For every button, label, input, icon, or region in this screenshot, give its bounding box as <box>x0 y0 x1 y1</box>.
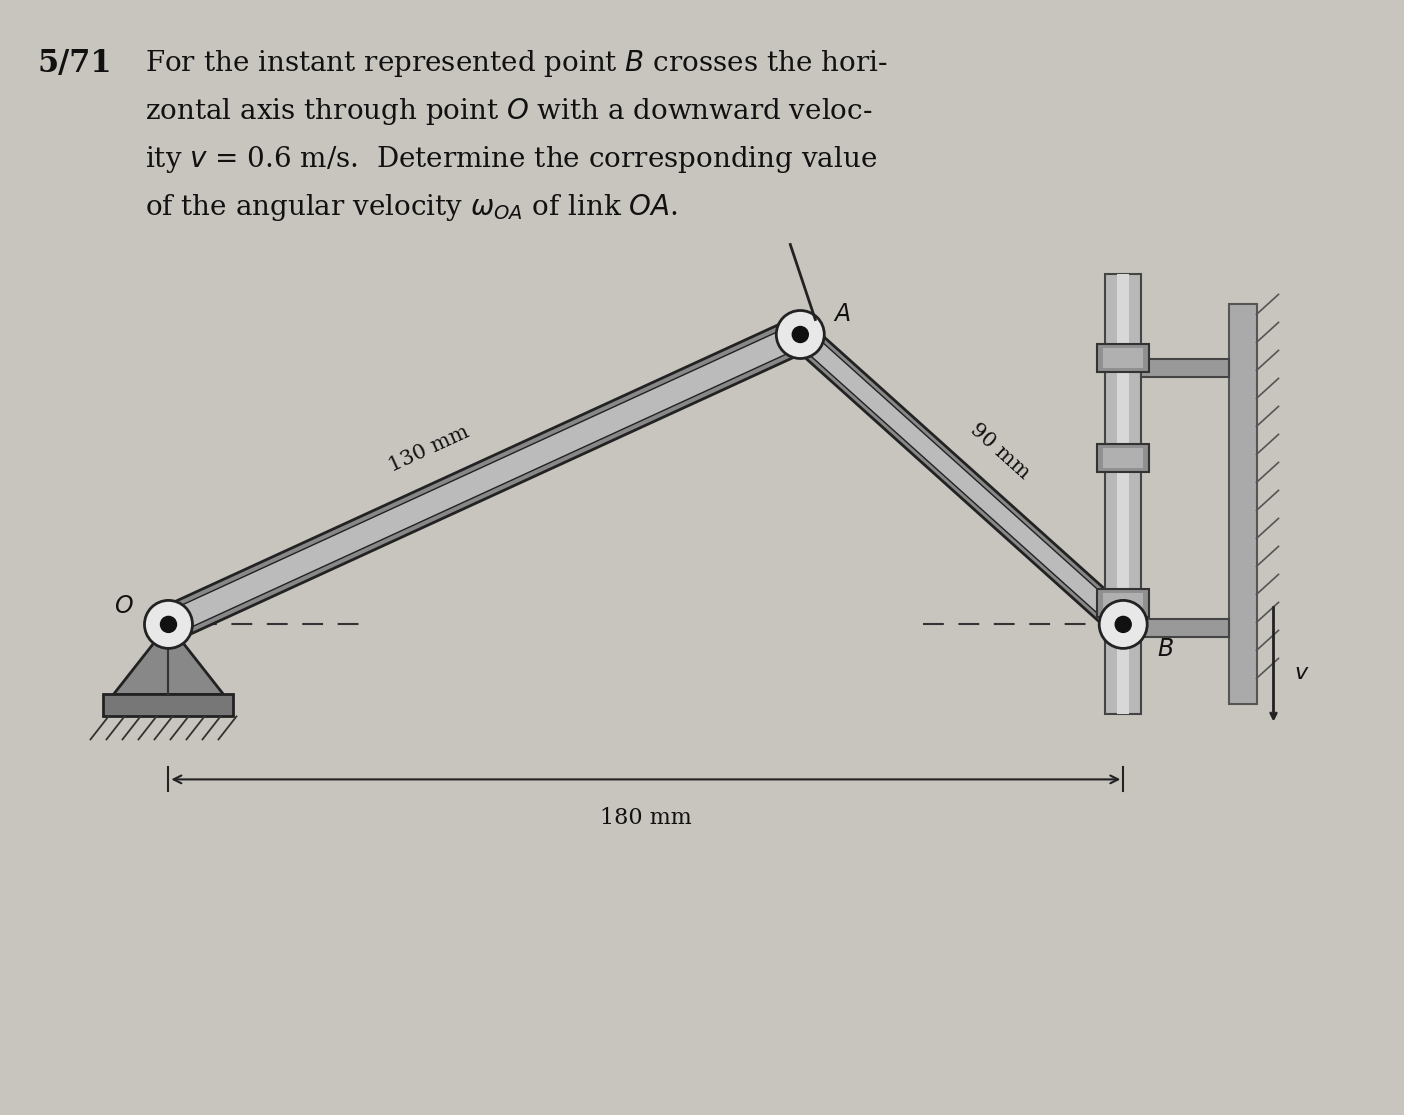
Text: 90 mm: 90 mm <box>966 420 1033 483</box>
Circle shape <box>160 617 177 632</box>
Text: $A$: $A$ <box>834 303 851 326</box>
Circle shape <box>776 310 824 359</box>
Polygon shape <box>161 318 807 641</box>
Circle shape <box>1099 600 1147 649</box>
Polygon shape <box>795 328 1129 631</box>
Bar <box>1104 348 1143 368</box>
Circle shape <box>1115 617 1132 632</box>
Text: $B$: $B$ <box>1157 638 1174 661</box>
Bar <box>1097 590 1150 618</box>
Circle shape <box>792 327 809 342</box>
Circle shape <box>145 600 192 649</box>
Bar <box>1104 593 1143 613</box>
Text: $v$: $v$ <box>1293 662 1309 685</box>
Polygon shape <box>790 324 1133 634</box>
Text: $O$: $O$ <box>114 595 133 618</box>
Polygon shape <box>114 624 223 695</box>
Text: zontal axis through point $O$ with a downward veloc-: zontal axis through point $O$ with a dow… <box>145 96 872 127</box>
Polygon shape <box>163 323 806 636</box>
Text: 180 mm: 180 mm <box>600 807 692 830</box>
Bar <box>1104 448 1143 468</box>
Text: ity $v$ = 0.6 m/s.  Determine the corresponding value: ity $v$ = 0.6 m/s. Determine the corresp… <box>145 144 878 175</box>
Text: 130 mm: 130 mm <box>386 423 473 476</box>
Bar <box>1141 359 1228 377</box>
Text: 5/71: 5/71 <box>38 48 112 79</box>
Bar <box>1097 345 1150 372</box>
Text: of the angular velocity $\omega_{OA}$ of link $OA$.: of the angular velocity $\omega_{OA}$ of… <box>145 192 678 223</box>
Bar <box>1228 304 1257 705</box>
Bar <box>1141 620 1228 638</box>
Bar <box>1118 274 1129 715</box>
Bar <box>104 695 233 717</box>
Bar <box>1105 274 1141 715</box>
Bar <box>1097 445 1150 473</box>
Text: For the instant represented point $B$ crosses the hori-: For the instant represented point $B$ cr… <box>145 48 887 79</box>
